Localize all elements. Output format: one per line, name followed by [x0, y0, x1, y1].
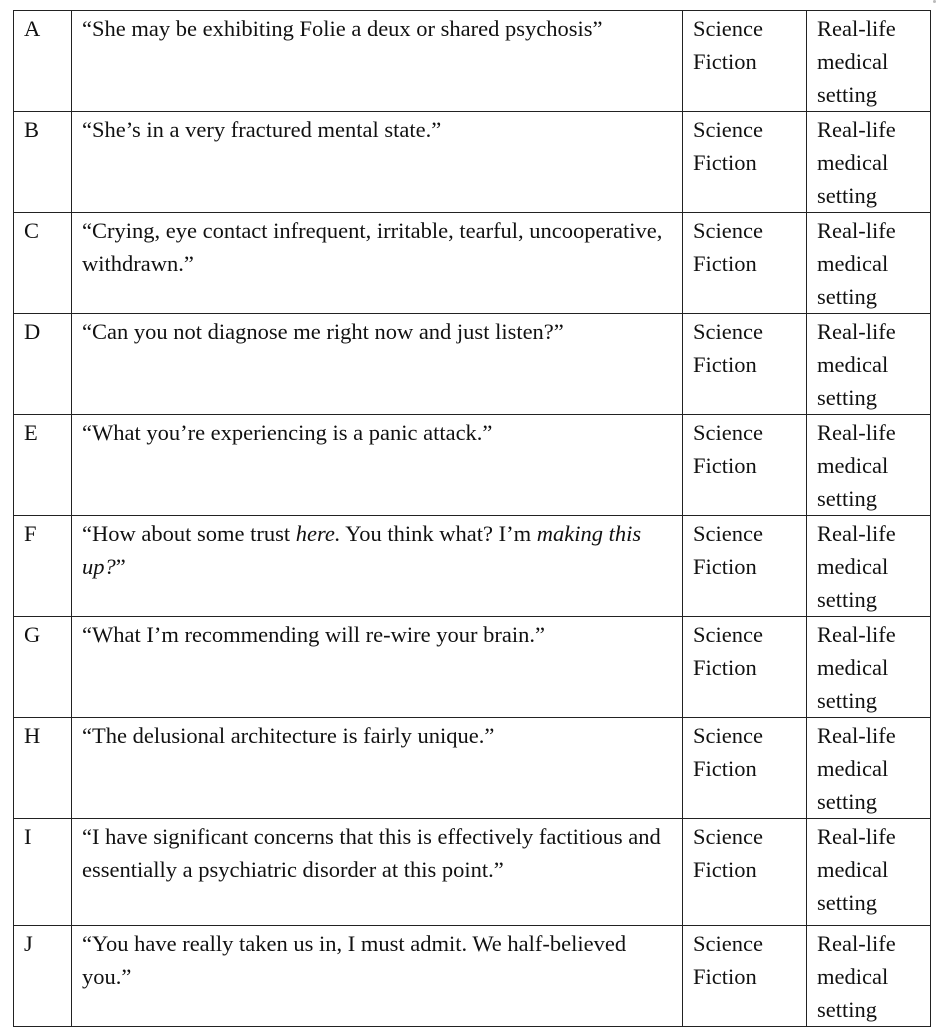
- option-real-life-medical-setting: Real-life medical setting: [806, 616, 931, 718]
- table-row: H “The delusional architecture is fairly …: [13, 717, 931, 819]
- option-real-life-medical-setting: Real-life medical setting: [806, 212, 931, 314]
- table-row: B “She’s in a very fractured mental state…: [13, 111, 931, 213]
- option-science-fiction: Science Fiction: [682, 925, 807, 1027]
- quote-text: “What I’m recommending will re-wire your…: [82, 622, 545, 647]
- table-row: I “I have significant concerns that this …: [13, 818, 931, 926]
- quote-italic: here.: [295, 521, 341, 546]
- row-letter: F: [13, 515, 72, 617]
- row-letter: I: [13, 818, 72, 926]
- option-real-life-medical-setting: Real-life medical setting: [806, 111, 931, 213]
- quotes-table: A “She may be exhibiting Folie a deux or …: [13, 10, 931, 1027]
- option-real-life-medical-setting: Real-life medical setting: [806, 515, 931, 617]
- row-letter: J: [13, 925, 72, 1027]
- option-science-fiction: Science Fiction: [682, 10, 807, 112]
- option-real-life-medical-setting: Real-life medical setting: [806, 10, 931, 112]
- table-row: J “You have really taken us in, I must ad…: [13, 925, 931, 1027]
- quote-text: “I have significant concerns that this i…: [82, 824, 661, 882]
- row-letter: B: [13, 111, 72, 213]
- option-science-fiction: Science Fiction: [682, 515, 807, 617]
- option-real-life-medical-setting: Real-life medical setting: [806, 313, 931, 415]
- table-row: C “Crying, eye contact infrequent, irrita…: [13, 212, 931, 314]
- quote-text: “What you’re experiencing is a panic att…: [82, 420, 493, 445]
- option-science-fiction: Science Fiction: [682, 717, 807, 819]
- table-row: G “What I’m recommending will re-wire you…: [13, 616, 931, 718]
- table-row: A “She may be exhibiting Folie a deux or …: [13, 10, 931, 112]
- quote-cell: “She may be exhibiting Folie a deux or s…: [71, 10, 683, 112]
- quote-text: “She may be exhibiting Folie a deux or s…: [82, 16, 603, 41]
- quote-cell: “What I’m recommending will re-wire your…: [71, 616, 683, 718]
- quote-cell: “I have significant concerns that this i…: [71, 818, 683, 926]
- option-real-life-medical-setting: Real-life medical setting: [806, 717, 931, 819]
- quote-text: “How about some trust: [82, 521, 296, 546]
- row-letter: D: [13, 313, 72, 415]
- row-letter: E: [13, 414, 72, 516]
- option-science-fiction: Science Fiction: [682, 616, 807, 718]
- option-real-life-medical-setting: Real-life medical setting: [806, 818, 931, 926]
- option-real-life-medical-setting: Real-life medical setting: [806, 414, 931, 516]
- corner-dot: [933, 0, 936, 3]
- quote-text: “Can you not diagnose me right now and j…: [82, 319, 564, 344]
- quote-italic: making this up?: [82, 521, 642, 579]
- quote-cell: “What you’re experiencing is a panic att…: [71, 414, 683, 516]
- quote-text: You think what? I’m: [340, 521, 537, 546]
- option-science-fiction: Science Fiction: [682, 818, 807, 926]
- row-letter: G: [13, 616, 72, 718]
- quote-text: “Crying, eye contact infrequent, irritab…: [82, 218, 663, 276]
- table-row: D “Can you not diagnose me right now and …: [13, 313, 931, 415]
- quote-text: “She’s in a very fractured mental state.…: [82, 117, 442, 142]
- quote-text: ”: [115, 554, 126, 579]
- quote-cell: “She’s in a very fractured mental state.…: [71, 111, 683, 213]
- table-row: E “What you’re experiencing is a panic at…: [13, 414, 931, 516]
- quote-cell: “You have really taken us in, I must adm…: [71, 925, 683, 1027]
- quote-cell: “Can you not diagnose me right now and j…: [71, 313, 683, 415]
- quote-cell: “The delusional architecture is fairly u…: [71, 717, 683, 819]
- row-letter: A: [13, 10, 72, 112]
- option-science-fiction: Science Fiction: [682, 313, 807, 415]
- quote-cell: “How about some trust here. You think wh…: [71, 515, 683, 617]
- row-letter: C: [13, 212, 72, 314]
- table-row: F “How about some trust here. You think w…: [13, 515, 931, 617]
- row-letter: H: [13, 717, 72, 819]
- option-science-fiction: Science Fiction: [682, 111, 807, 213]
- option-science-fiction: Science Fiction: [682, 414, 807, 516]
- quote-text: “The delusional architecture is fairly u…: [82, 723, 495, 748]
- quote-cell: “Crying, eye contact infrequent, irritab…: [71, 212, 683, 314]
- quote-text: “You have really taken us in, I must adm…: [82, 931, 627, 989]
- option-science-fiction: Science Fiction: [682, 212, 807, 314]
- option-real-life-medical-setting: Real-life medical setting: [806, 925, 931, 1027]
